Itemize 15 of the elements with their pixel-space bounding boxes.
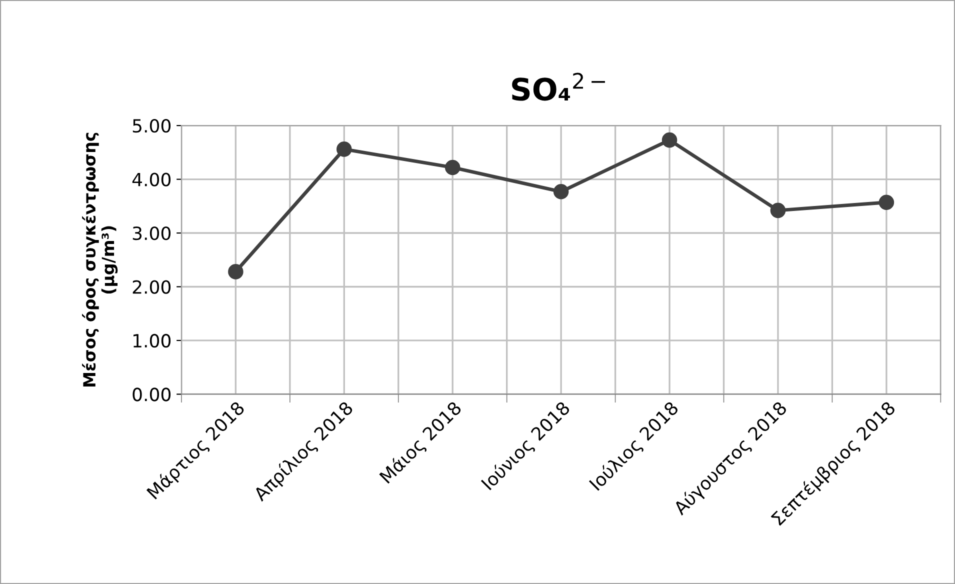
chart-title: SO₄$^{2−}$	[512, 72, 605, 101]
point	[662, 132, 678, 148]
y-tick-label: 0.00	[132, 388, 171, 402]
point	[770, 202, 786, 218]
y-tick-label: 5.00	[132, 119, 171, 133]
point	[878, 194, 894, 210]
y-tick-label: 3.00	[132, 226, 171, 240]
point	[444, 160, 460, 176]
y-tick-label: 1.00	[134, 334, 171, 348]
y-axis-title: Μέσος όρος συγκέντρωσης (μg/m³)	[82, 132, 118, 387]
y-tick-label: 4.00	[132, 172, 171, 186]
point	[553, 184, 569, 200]
point	[228, 264, 244, 280]
point	[336, 142, 352, 157]
y-tick-label: 2.00	[132, 280, 171, 294]
